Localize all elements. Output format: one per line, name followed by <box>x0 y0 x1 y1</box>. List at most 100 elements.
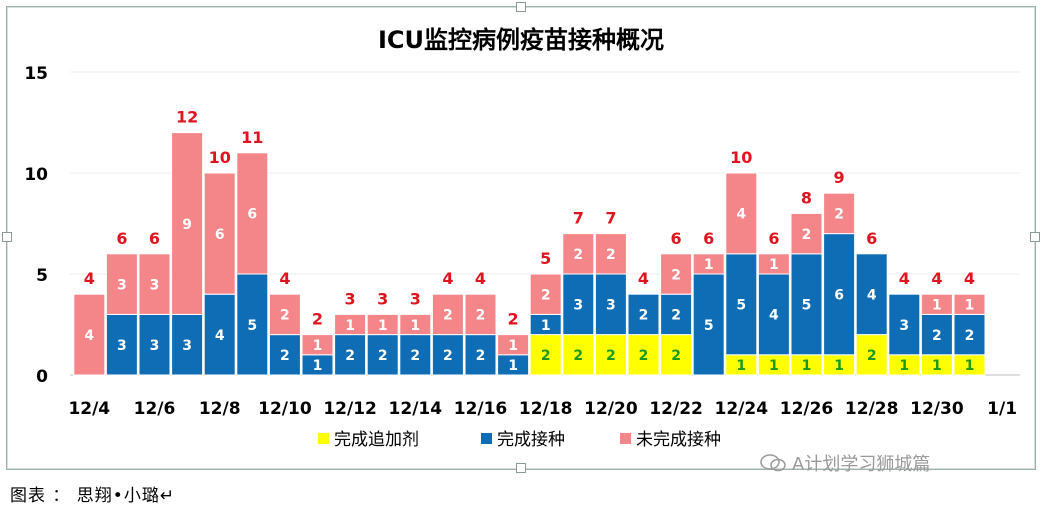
data-label: 2 <box>932 328 942 344</box>
bar-segment <box>627 334 660 376</box>
data-label: 2 <box>671 348 681 364</box>
x-tick-label: 12/28 <box>845 399 899 419</box>
total-label: 4 <box>279 269 290 288</box>
data-label: 4 <box>84 328 94 344</box>
bar-segment <box>888 293 921 356</box>
bar-segment <box>920 293 953 315</box>
total-label: 4 <box>84 269 95 288</box>
total-label: 6 <box>149 229 160 248</box>
bar-segment <box>790 212 823 255</box>
bar-segment <box>171 313 204 376</box>
data-label: 4 <box>215 328 225 344</box>
x-tick-label: 12/18 <box>519 399 573 419</box>
data-label: 5 <box>736 298 746 314</box>
bar-segment <box>301 334 334 356</box>
data-label: 6 <box>247 207 257 223</box>
data-label: 1 <box>704 257 714 273</box>
data-label: 1 <box>769 257 779 273</box>
data-label: 3 <box>182 338 192 354</box>
resize-handle-bottom[interactable] <box>516 463 526 473</box>
bar-segment <box>236 152 269 275</box>
y-tick-label: 15 <box>24 64 48 84</box>
total-label: 4 <box>442 269 453 288</box>
resize-handle-left[interactable] <box>2 232 12 242</box>
data-label: 2 <box>280 308 290 324</box>
resize-handle-right[interactable] <box>1030 232 1040 242</box>
bar-segment <box>855 253 888 336</box>
x-tick-label: 12/26 <box>780 399 834 419</box>
data-label: 9 <box>182 217 192 233</box>
y-tick-label: 0 <box>36 367 48 387</box>
data-label: 1 <box>313 358 323 374</box>
bar-segment <box>366 334 399 376</box>
bar-segment <box>855 334 888 376</box>
data-label: 6 <box>834 288 844 304</box>
total-label: 9 <box>834 168 845 187</box>
bar-segment <box>790 253 823 356</box>
total-label: 8 <box>801 188 812 207</box>
bar-segment <box>692 253 725 275</box>
bar-segment <box>399 313 432 336</box>
resize-handle-top[interactable] <box>516 2 526 12</box>
legend-swatch <box>620 433 631 444</box>
bar-segment <box>138 313 171 376</box>
bar-segment <box>431 293 464 336</box>
data-label: 3 <box>117 338 127 354</box>
data-label: 5 <box>247 318 257 334</box>
total-label: 12 <box>176 108 198 127</box>
bar-segment <box>366 313 399 336</box>
total-label: 4 <box>475 269 486 288</box>
bar-segment <box>627 293 660 336</box>
legend-label: 未完成接种 <box>636 430 721 450</box>
data-label: 2 <box>639 308 649 324</box>
total-label: 3 <box>410 289 421 308</box>
total-label: 10 <box>730 148 752 167</box>
data-label: 1 <box>313 338 323 354</box>
data-label: 2 <box>378 348 388 364</box>
data-label: 1 <box>378 318 388 334</box>
x-tick-label: 12/4 <box>68 399 110 419</box>
total-label: 3 <box>377 289 388 308</box>
x-tick-label: 12/22 <box>649 399 703 419</box>
bar-segment <box>823 192 856 235</box>
bar-segment <box>268 293 301 336</box>
data-label: 2 <box>573 348 583 364</box>
total-label: 6 <box>768 229 779 248</box>
data-label: 1 <box>834 358 844 374</box>
data-label: 1 <box>541 318 551 334</box>
bar-segment <box>138 253 171 315</box>
data-label: 6 <box>215 227 225 243</box>
total-label: 7 <box>573 209 584 228</box>
data-label: 2 <box>639 348 649 364</box>
bar-segment <box>660 293 693 336</box>
bar-segment <box>757 253 790 275</box>
bar-segment <box>529 334 562 376</box>
data-label: 1 <box>899 358 909 374</box>
total-label: 3 <box>345 289 356 308</box>
data-label: 2 <box>476 308 486 324</box>
bar-segment <box>464 293 497 336</box>
bar-segment <box>660 253 693 295</box>
bar-segment <box>334 313 367 336</box>
x-tick-label: 12/30 <box>910 399 964 419</box>
total-label: 4 <box>899 269 910 288</box>
data-label: 1 <box>965 358 975 374</box>
legend-label: 完成接种 <box>497 430 565 450</box>
legend-swatch <box>481 433 492 444</box>
total-label: 10 <box>209 148 231 167</box>
x-tick-label: 12/14 <box>389 399 443 419</box>
total-label: 4 <box>964 269 975 288</box>
data-label: 2 <box>606 348 616 364</box>
data-label: 2 <box>443 348 453 364</box>
data-label: 2 <box>443 308 453 324</box>
data-label: 2 <box>541 288 551 304</box>
data-label: 2 <box>671 267 681 283</box>
bar-segment <box>529 273 562 315</box>
data-label: 5 <box>704 318 714 334</box>
data-label: 1 <box>508 338 518 354</box>
x-tick-label: 12/24 <box>715 399 769 419</box>
bar-segment <box>203 293 236 376</box>
total-label: 4 <box>638 269 649 288</box>
bar-segment <box>562 334 595 376</box>
bar-segment <box>757 273 790 356</box>
